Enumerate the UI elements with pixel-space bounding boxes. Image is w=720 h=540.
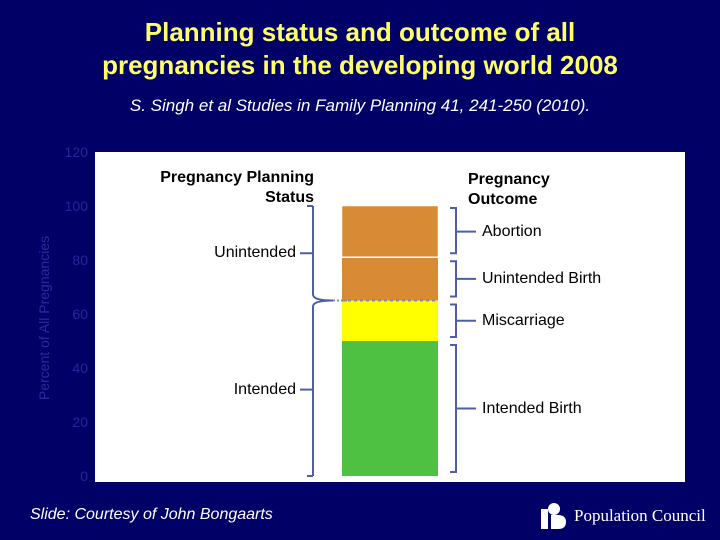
y-tick-label: 0 — [80, 468, 88, 484]
slide-title: Planning status and outcome of all pregn… — [0, 16, 720, 82]
bar-segment — [341, 205, 439, 258]
bar-segment — [342, 257, 438, 301]
outcome-heading: Pregnancy Outcome — [468, 171, 550, 208]
y-tick-label: 60 — [72, 306, 88, 322]
bar-segment — [342, 300, 438, 341]
outcome-bracket — [450, 207, 457, 255]
y-tick-label: 120 — [64, 144, 88, 160]
y-tick-label: 100 — [64, 198, 88, 214]
outcome-label: Miscarriage — [482, 311, 565, 329]
outcome-bracket — [450, 260, 457, 298]
bar-segment — [342, 341, 438, 476]
logo-text: Population Council — [574, 506, 706, 525]
outcome-label: Intended Birth — [482, 399, 582, 417]
planning-group-label: Unintended — [214, 244, 296, 262]
population-council-icon — [541, 503, 566, 529]
y-tick-label: 40 — [72, 360, 88, 376]
population-council-logo: Population Council — [538, 500, 706, 532]
intended-bracket — [312, 299, 334, 476]
planning-group-label: Intended — [233, 380, 296, 398]
outcome-bracket — [450, 303, 457, 338]
y-tick-label: 80 — [72, 252, 88, 268]
title-line-1: Planning status and outcome of all — [144, 17, 576, 47]
citation-subtitle: S. Singh et al Studies in Family Plannin… — [129, 96, 591, 115]
outcome-label: Unintended Birth — [482, 269, 602, 287]
title-line-2: pregnancies in the developing world 2008 — [102, 50, 618, 80]
planning-status-heading: Pregnancy Planning Status — [160, 169, 314, 206]
y-tick-label: 20 — [72, 414, 88, 430]
outcome-label: Abortion — [482, 222, 542, 240]
slide-credit: Slide: Courtesy of John Bongaarts — [30, 506, 273, 523]
outcome-bracket — [450, 344, 457, 473]
